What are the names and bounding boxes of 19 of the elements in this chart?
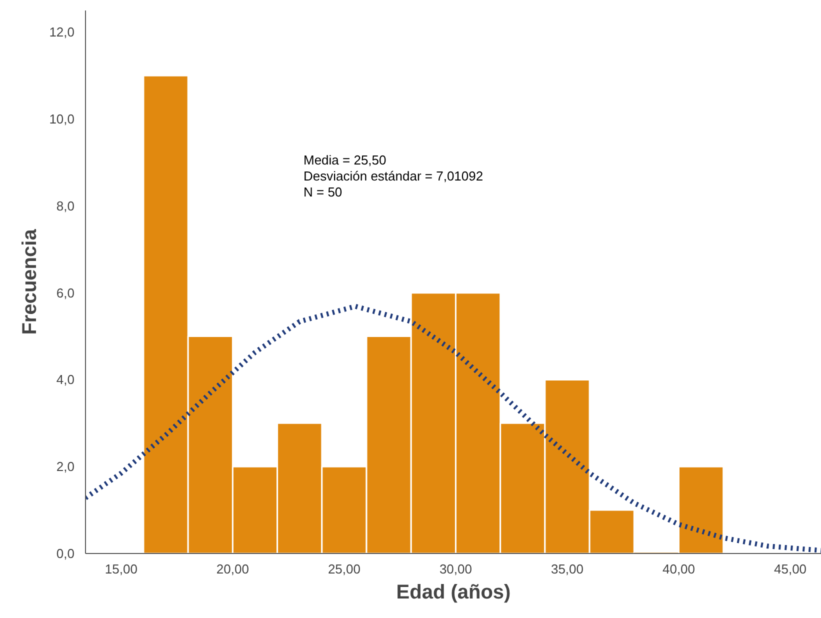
y-tick-label: 6,0 bbox=[56, 285, 75, 300]
x-tick-label: 45,00 bbox=[774, 562, 807, 576]
x-tick-label: 20,00 bbox=[216, 562, 249, 576]
x-axis-title: Edad (años) bbox=[396, 582, 511, 604]
x-tick-label: 30,00 bbox=[439, 562, 472, 576]
x-tick-label: 40,00 bbox=[662, 562, 696, 576]
y-tick-label: 0,0 bbox=[56, 546, 75, 561]
y-axis-title: Frecuencia bbox=[19, 228, 42, 335]
x-tick-label: 25,00 bbox=[328, 562, 360, 576]
annotation: Media = 25,50 bbox=[304, 152, 386, 168]
y-tick-label: 8,0 bbox=[56, 198, 75, 214]
y-tick-label: 10,0 bbox=[49, 112, 75, 127]
y-tick-label: 2,0 bbox=[56, 459, 75, 474]
x-tick-label: 15,00 bbox=[104, 562, 138, 576]
y-tick-label: 4,0 bbox=[56, 372, 75, 388]
annotation: N = 50 bbox=[304, 184, 342, 200]
x-tick-label: 35,00 bbox=[550, 562, 584, 576]
annotation: Desviación estándar = 7,01092 bbox=[304, 168, 484, 184]
y-tick-label: 12,0 bbox=[49, 24, 75, 40]
